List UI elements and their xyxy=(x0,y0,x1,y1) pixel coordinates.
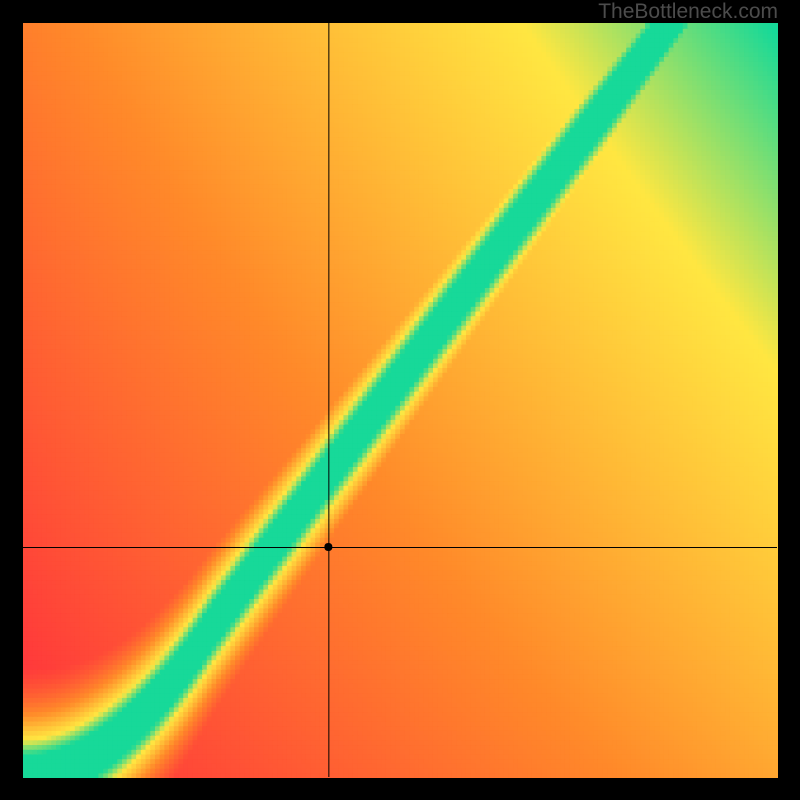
chart-container: TheBottleneck.com xyxy=(0,0,800,800)
watermark-text: TheBottleneck.com xyxy=(598,0,778,24)
bottleneck-heatmap xyxy=(0,0,800,800)
